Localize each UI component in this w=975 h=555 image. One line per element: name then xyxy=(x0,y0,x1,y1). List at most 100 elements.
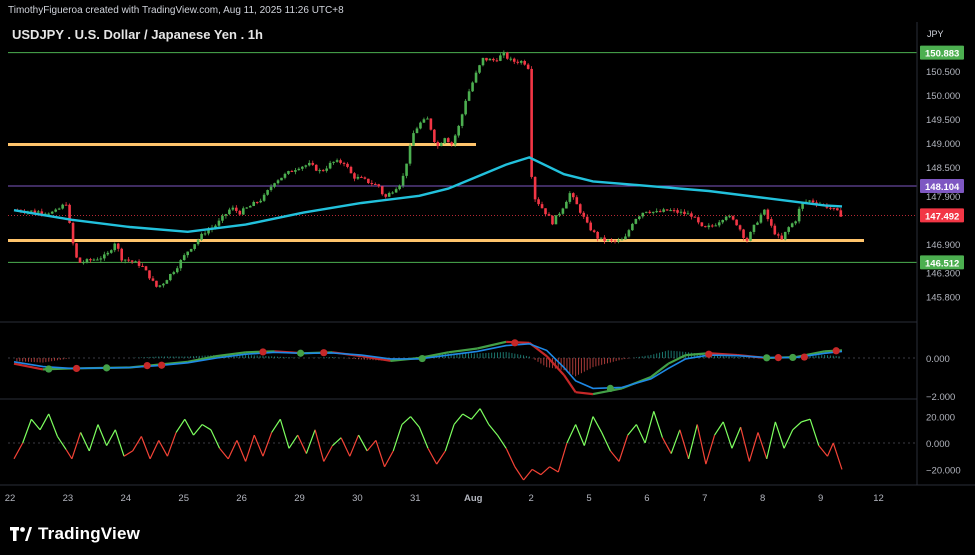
momentum-line-segment xyxy=(65,449,73,460)
candle-body xyxy=(116,243,120,249)
momentum-line-segment xyxy=(262,432,273,457)
momentum-line-segment xyxy=(783,429,794,449)
momentum-line-segment xyxy=(714,421,724,436)
candle-body xyxy=(120,248,123,261)
price-badge xyxy=(920,179,964,194)
candle-body xyxy=(273,183,276,187)
candle-body xyxy=(214,225,217,228)
macd-line-segment xyxy=(187,355,217,363)
macd-tick-label: 0.000 xyxy=(926,354,950,365)
candle-body xyxy=(707,225,711,228)
candle-body xyxy=(301,166,304,169)
candle-body xyxy=(506,52,509,59)
candle-body xyxy=(742,229,745,238)
price-pane xyxy=(8,50,917,288)
candle-body xyxy=(790,223,794,228)
price-tick-label: 146.900 xyxy=(926,240,960,251)
momentum-line-segment xyxy=(661,437,672,454)
macd-crossover-marker xyxy=(45,365,53,373)
candle-body xyxy=(387,193,391,197)
momentum-line-segment xyxy=(644,411,655,444)
candle-body xyxy=(106,252,110,255)
candle-body xyxy=(33,210,37,213)
momentum-line-segment xyxy=(670,429,681,454)
momentum-line-segment xyxy=(818,445,828,457)
candle-body xyxy=(75,243,78,258)
candle-body xyxy=(690,213,693,217)
candle-body xyxy=(516,61,520,63)
momentum-line-segment xyxy=(592,416,603,433)
footer: TradingView xyxy=(0,513,975,555)
candle-body xyxy=(797,208,801,222)
candle-body xyxy=(686,213,690,215)
candle-body xyxy=(158,285,162,287)
momentum-line-segment xyxy=(140,436,151,460)
candle-body xyxy=(509,58,513,60)
candle-body xyxy=(811,200,815,203)
candle-body xyxy=(613,240,617,242)
candle-body xyxy=(96,259,99,261)
macd-crossover-marker xyxy=(789,353,797,362)
time-tick-label: 31 xyxy=(410,493,421,504)
candle-body xyxy=(533,176,537,200)
candle-body xyxy=(700,222,704,227)
time-tick-label: 8 xyxy=(760,493,765,504)
candle-body xyxy=(415,128,419,134)
time-tick-label: 26 xyxy=(236,493,247,504)
momentum-line-segment xyxy=(523,469,533,481)
candle-body xyxy=(283,173,287,178)
candle-body xyxy=(169,273,172,281)
candle-body xyxy=(523,61,526,65)
momentum-line-segment xyxy=(418,426,429,449)
candle-body xyxy=(589,222,592,231)
price-tick-label: 148.500 xyxy=(926,163,960,174)
candle-body xyxy=(655,211,658,213)
candle-body xyxy=(446,138,450,143)
candle-body xyxy=(519,61,523,63)
macd-crossover-marker xyxy=(103,364,111,372)
time-tick-label: 2 xyxy=(528,493,533,504)
candle-body xyxy=(710,225,714,227)
momentum-line-segment xyxy=(479,408,490,425)
candle-body xyxy=(318,170,322,172)
candle-body xyxy=(380,186,384,195)
momentum-line-segment xyxy=(575,424,585,446)
candle-body xyxy=(540,204,544,209)
candle-body xyxy=(603,237,606,242)
momentum-line-segment xyxy=(722,421,733,449)
candle-body xyxy=(280,177,283,181)
candle-body xyxy=(575,197,579,205)
candle-body xyxy=(377,184,381,187)
macd-line-segment xyxy=(476,340,507,350)
candle-body xyxy=(756,222,759,225)
price-tick-label: 147.900 xyxy=(926,192,960,203)
momentum-line-segment xyxy=(332,437,342,447)
candle-body xyxy=(342,162,346,164)
momentum-line-segment xyxy=(375,440,386,467)
candle-body xyxy=(99,258,103,260)
macd-line-segment xyxy=(592,387,623,396)
candle-body xyxy=(245,207,249,209)
candle-body xyxy=(370,182,374,184)
candle-body xyxy=(276,180,280,184)
time-tick-label: 22 xyxy=(5,493,16,504)
candle-body xyxy=(252,201,256,207)
time-tick-label: 9 xyxy=(818,493,823,504)
momentum-line-segment xyxy=(392,424,403,452)
chart-canvas[interactable]: 150.500 150.000 149.500 149.000 148.500 147.9… xyxy=(0,22,975,513)
candle-body xyxy=(30,210,33,212)
momentum-line-segment xyxy=(384,450,394,468)
time-tick-label: 5 xyxy=(586,493,591,504)
momentum-line-segment xyxy=(549,466,559,473)
candle-body xyxy=(394,189,398,193)
macd-pane xyxy=(8,339,917,396)
momentum-line-segment xyxy=(30,418,41,431)
macd-crossover-marker xyxy=(143,362,151,370)
candle-body xyxy=(752,224,756,232)
candle-body xyxy=(426,118,429,120)
candle-body xyxy=(697,217,700,223)
candle-body xyxy=(311,162,315,165)
candle-body xyxy=(582,212,586,217)
candle-body xyxy=(373,183,377,185)
momentum-line-segment xyxy=(748,432,759,462)
